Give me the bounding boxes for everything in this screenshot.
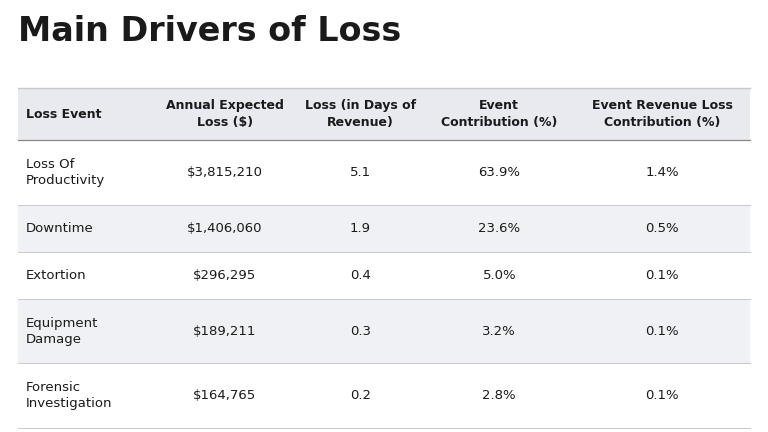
Text: Loss Of
Productivity: Loss Of Productivity bbox=[26, 158, 105, 187]
Text: 1.9: 1.9 bbox=[349, 222, 371, 235]
Text: Equipment
Damage: Equipment Damage bbox=[26, 317, 98, 346]
Text: 0.4: 0.4 bbox=[349, 269, 371, 282]
Text: 63.9%: 63.9% bbox=[478, 166, 520, 179]
Text: 0.2: 0.2 bbox=[349, 389, 371, 402]
Text: $3,815,210: $3,815,210 bbox=[187, 166, 263, 179]
Text: $296,295: $296,295 bbox=[194, 269, 257, 282]
Bar bbox=[18, 204, 750, 252]
Text: Loss (in Days of
Revenue): Loss (in Days of Revenue) bbox=[305, 99, 415, 129]
Text: $189,211: $189,211 bbox=[193, 325, 257, 338]
Text: Event
Contribution (%): Event Contribution (%) bbox=[441, 99, 558, 129]
Text: Main Drivers of Loss: Main Drivers of Loss bbox=[18, 15, 401, 48]
Text: $164,765: $164,765 bbox=[194, 389, 257, 402]
Text: Extortion: Extortion bbox=[26, 269, 87, 282]
Text: Downtime: Downtime bbox=[26, 222, 94, 235]
Bar bbox=[18, 140, 750, 204]
Text: 23.6%: 23.6% bbox=[478, 222, 521, 235]
Text: Loss Event: Loss Event bbox=[26, 108, 101, 121]
Text: 1.4%: 1.4% bbox=[645, 166, 679, 179]
Text: 0.5%: 0.5% bbox=[645, 222, 679, 235]
Bar bbox=[18, 363, 750, 428]
Text: 0.1%: 0.1% bbox=[645, 269, 679, 282]
Text: 0.3: 0.3 bbox=[349, 325, 371, 338]
Bar bbox=[18, 299, 750, 363]
Text: 5.1: 5.1 bbox=[349, 166, 371, 179]
Text: $1,406,060: $1,406,060 bbox=[187, 222, 263, 235]
Bar bbox=[18, 252, 750, 299]
Text: 3.2%: 3.2% bbox=[482, 325, 516, 338]
Text: Event Revenue Loss
Contribution (%): Event Revenue Loss Contribution (%) bbox=[591, 99, 733, 129]
Bar bbox=[18, 88, 750, 140]
Text: Forensic
Investigation: Forensic Investigation bbox=[26, 381, 112, 410]
Text: 0.1%: 0.1% bbox=[645, 389, 679, 402]
Text: 0.1%: 0.1% bbox=[645, 325, 679, 338]
Text: Annual Expected
Loss ($): Annual Expected Loss ($) bbox=[166, 99, 283, 129]
Text: 5.0%: 5.0% bbox=[482, 269, 516, 282]
Text: 2.8%: 2.8% bbox=[482, 389, 516, 402]
